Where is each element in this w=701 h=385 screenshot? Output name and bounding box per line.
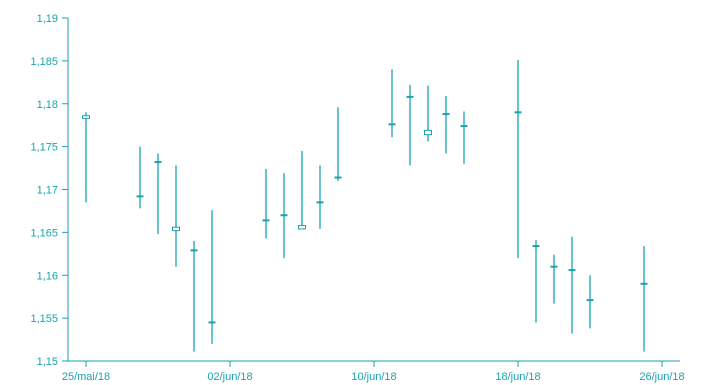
candle [442, 96, 450, 154]
candle [586, 275, 594, 329]
candle [82, 112, 90, 203]
y-tick-label: 1,16 [37, 270, 58, 282]
candle-body [460, 125, 468, 128]
candle [424, 85, 432, 142]
candle-body [514, 111, 522, 114]
candle-body [442, 113, 450, 116]
x-tick-label: 10/jun/18 [351, 371, 396, 383]
candle-body [550, 265, 558, 268]
candles [82, 60, 648, 352]
candle [262, 168, 270, 239]
candle-body [388, 123, 396, 126]
candle-body [280, 214, 288, 217]
candle-body [568, 269, 576, 272]
candle [136, 146, 144, 209]
candle-body [154, 161, 162, 164]
candle [154, 153, 162, 235]
y-tick-label: 1,175 [30, 142, 58, 154]
candle [550, 254, 558, 304]
candle-body [208, 321, 216, 324]
x-tick-label: 18/jun/18 [495, 371, 540, 383]
candle [532, 240, 540, 323]
x-tick-label: 02/jun/18 [207, 371, 252, 383]
x-axis: 25/mai/18 02/jun/18 10/jun/18 18/jun/18 26/j… [62, 360, 685, 383]
candle-body [406, 95, 414, 98]
y-tick-label: 1,165 [30, 227, 58, 239]
candle-body [640, 282, 648, 285]
candle [460, 111, 468, 164]
candle [172, 165, 180, 267]
candle [316, 165, 324, 229]
y-tick-label: 1,18 [37, 99, 58, 111]
candle-body [532, 245, 540, 248]
y-axis: 1,15 1,155 1,16 1,165 1,17 1,175 1,18 1,185 1,19 [30, 13, 69, 368]
candle-body [190, 249, 198, 252]
candle [388, 69, 396, 138]
y-tick-label: 1,185 [30, 56, 58, 68]
y-tick-label: 1,155 [30, 313, 58, 325]
candle-body [262, 219, 270, 222]
y-tick-label: 1,17 [37, 185, 58, 197]
candle [208, 210, 216, 344]
candle [280, 173, 288, 259]
candle [514, 60, 522, 259]
y-tick-label: 1,15 [37, 356, 58, 368]
candle-body [334, 176, 342, 179]
candle-body [424, 129, 432, 136]
candle-body [82, 115, 90, 119]
candle-body [172, 226, 180, 232]
candle [334, 107, 342, 181]
candle [640, 246, 648, 352]
candle-body [586, 299, 594, 302]
candle [190, 240, 198, 352]
x-tick-label: 25/mai/18 [62, 371, 110, 383]
x-tick-label: 26/jun/18 [639, 371, 684, 383]
candle-body [298, 225, 306, 230]
candle-body [136, 195, 144, 198]
candle-body [316, 201, 324, 204]
candle [406, 84, 414, 166]
candle [568, 236, 576, 334]
candle [298, 150, 306, 230]
y-tick-label: 1,19 [37, 13, 58, 25]
